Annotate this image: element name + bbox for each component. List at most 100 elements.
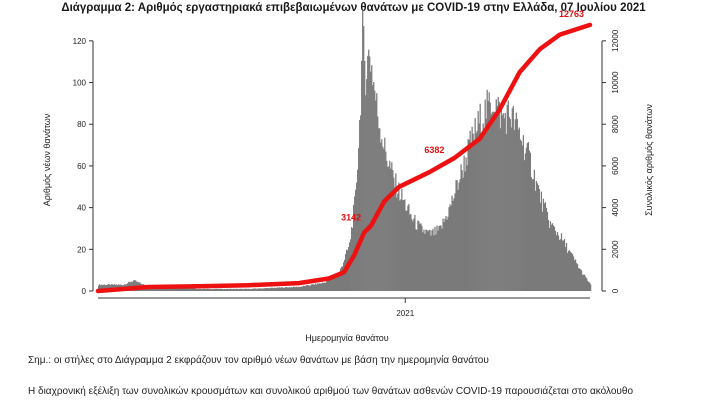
daily-bar <box>222 289 224 291</box>
daily-bar <box>224 289 226 291</box>
daily-bar <box>322 282 325 291</box>
daily-bar <box>391 162 393 291</box>
left-axis-tick-label: 60 <box>77 162 86 171</box>
daily-bar <box>347 250 349 291</box>
daily-bar <box>396 197 398 291</box>
daily-bar <box>531 179 534 291</box>
daily-bar <box>524 153 526 291</box>
daily-bar <box>105 285 107 291</box>
daily-bar <box>237 289 239 291</box>
daily-bar <box>245 288 247 291</box>
daily-bar <box>518 127 520 292</box>
daily-bar <box>452 200 454 291</box>
daily-bar <box>232 288 234 291</box>
daily-bar <box>584 276 587 291</box>
daily-bar <box>421 225 423 291</box>
daily-bar <box>546 211 549 291</box>
daily-bar <box>288 287 291 291</box>
cumulative-line-group <box>95 22 593 294</box>
right-axis-tick-label: 0 <box>611 288 620 293</box>
daily-bar <box>439 225 441 291</box>
daily-bar <box>457 189 459 291</box>
daily-bar <box>339 268 342 291</box>
daily-bar <box>291 287 294 291</box>
daily-bar <box>410 213 412 291</box>
daily-bar <box>409 214 411 291</box>
daily-bar <box>317 283 320 291</box>
daily-bar <box>265 288 267 291</box>
daily-bar <box>272 287 274 291</box>
daily-bar <box>433 235 435 291</box>
daily-bar <box>511 108 513 292</box>
daily-bar <box>569 251 572 291</box>
daily-bar <box>171 287 173 291</box>
daily-bar <box>353 204 355 291</box>
daily-bar <box>506 104 508 292</box>
daily-bar <box>458 182 460 291</box>
daily-bar <box>477 111 479 291</box>
daily-bar <box>384 137 386 291</box>
daily-bar <box>586 280 589 291</box>
daily-bar <box>98 285 100 291</box>
daily-bar <box>314 283 317 291</box>
daily-bar <box>510 127 512 291</box>
daily-bar <box>576 264 579 291</box>
daily-bar <box>359 120 361 292</box>
daily-bar <box>318 283 321 291</box>
daily-bar <box>264 288 266 291</box>
daily-bar <box>523 160 525 291</box>
daily-bar <box>326 279 329 291</box>
daily-bar <box>316 283 319 291</box>
daily-bar <box>558 239 561 291</box>
daily-bar <box>246 288 248 291</box>
daily-bar <box>411 219 413 291</box>
daily-bar <box>536 183 539 291</box>
daily-bar <box>483 128 485 291</box>
daily-bar <box>399 200 401 291</box>
daily-bar <box>580 270 583 291</box>
daily-bar <box>280 287 282 291</box>
daily-bar <box>392 170 394 291</box>
daily-bar <box>503 118 505 291</box>
daily-bar <box>332 276 335 291</box>
daily-bar <box>535 180 538 291</box>
daily-bar <box>397 193 399 291</box>
daily-bar <box>492 111 494 291</box>
daily-bar <box>505 134 507 291</box>
daily-bar <box>425 229 427 291</box>
daily-bar <box>348 247 350 291</box>
daily-bar <box>468 139 470 291</box>
daily-bar <box>293 286 296 291</box>
daily-bar <box>252 288 254 291</box>
daily-bar <box>556 232 559 291</box>
daily-bar <box>216 288 218 291</box>
daily-bar <box>489 102 491 291</box>
daily-bar <box>301 286 304 291</box>
daily-bar <box>447 216 449 291</box>
daily-bar <box>454 193 456 291</box>
daily-bar <box>312 284 315 291</box>
daily-bar <box>365 95 367 291</box>
daily-bar <box>380 142 382 291</box>
daily-bar <box>578 268 581 291</box>
daily-bar <box>573 260 576 291</box>
daily-bar <box>187 288 189 291</box>
daily-bar <box>199 288 201 291</box>
daily-bar <box>248 288 250 291</box>
daily-bar <box>443 222 445 291</box>
x-axis-label: Ημερομηνία θανάτου <box>305 333 389 343</box>
daily-bar <box>555 235 558 291</box>
daily-bar <box>519 139 521 291</box>
daily-bar <box>260 288 262 291</box>
daily-bar <box>507 100 509 291</box>
daily-bar <box>542 198 545 291</box>
right-axis-tick-label: 10000 <box>611 71 620 94</box>
cumulative-annotation: 6382 <box>424 145 444 155</box>
daily-bar <box>344 259 346 291</box>
daily-bar <box>213 288 215 291</box>
daily-bar <box>416 229 418 291</box>
daily-bar <box>583 274 586 291</box>
daily-bar <box>355 189 357 291</box>
daily-bar <box>210 289 212 291</box>
daily-bar <box>220 288 222 291</box>
